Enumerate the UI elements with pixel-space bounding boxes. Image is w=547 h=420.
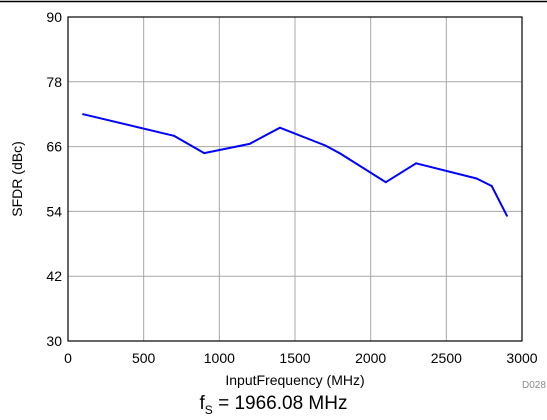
caption-text: = 1966.08 MHz (212, 393, 348, 414)
y-tick-label: 78 (46, 74, 62, 90)
series-layer (82, 113, 508, 217)
grid (67, 16, 523, 342)
data-point (248, 142, 251, 145)
data-point (505, 214, 508, 217)
y-axis-ticks: 30 42 54 66 78 90 (46, 9, 62, 349)
data-point (278, 126, 281, 129)
sample-rate-caption: fS = 1966.08 MHz (0, 393, 547, 417)
data-point (475, 177, 478, 180)
data-point (203, 152, 206, 155)
x-tick-label: 500 (132, 350, 156, 366)
y-tick-label: 66 (46, 139, 62, 155)
caption-subscript: S (204, 402, 213, 417)
y-axis-label: SFDR (dBc) (9, 141, 25, 216)
x-tick-label: 2500 (431, 350, 462, 366)
data-point (82, 113, 85, 116)
y-tick-label: 42 (46, 268, 62, 284)
series-line (82, 113, 508, 217)
y-tick-label: 90 (46, 9, 62, 25)
caption-symbol: f (199, 393, 205, 414)
x-axis-label: InputFrequency (MHz) (225, 372, 364, 388)
data-point (172, 134, 175, 137)
data-point (324, 144, 327, 147)
y-tick-label: 30 (46, 333, 62, 349)
data-point (490, 185, 493, 188)
data-point (384, 181, 387, 184)
figure-code: D028 (522, 380, 546, 391)
plot-frame (67, 16, 523, 342)
x-tick-label: 2000 (355, 350, 386, 366)
x-tick-label: 1000 (204, 350, 235, 366)
x-axis-ticks: 0 500 1000 1500 2000 2500 3000 (64, 350, 538, 366)
y-tick-label: 54 (46, 203, 62, 219)
x-tick-label: 1500 (279, 350, 310, 366)
data-point (339, 152, 342, 155)
x-tick-label: 3000 (506, 350, 537, 366)
data-point (415, 162, 418, 165)
x-tick-label: 0 (64, 350, 72, 366)
